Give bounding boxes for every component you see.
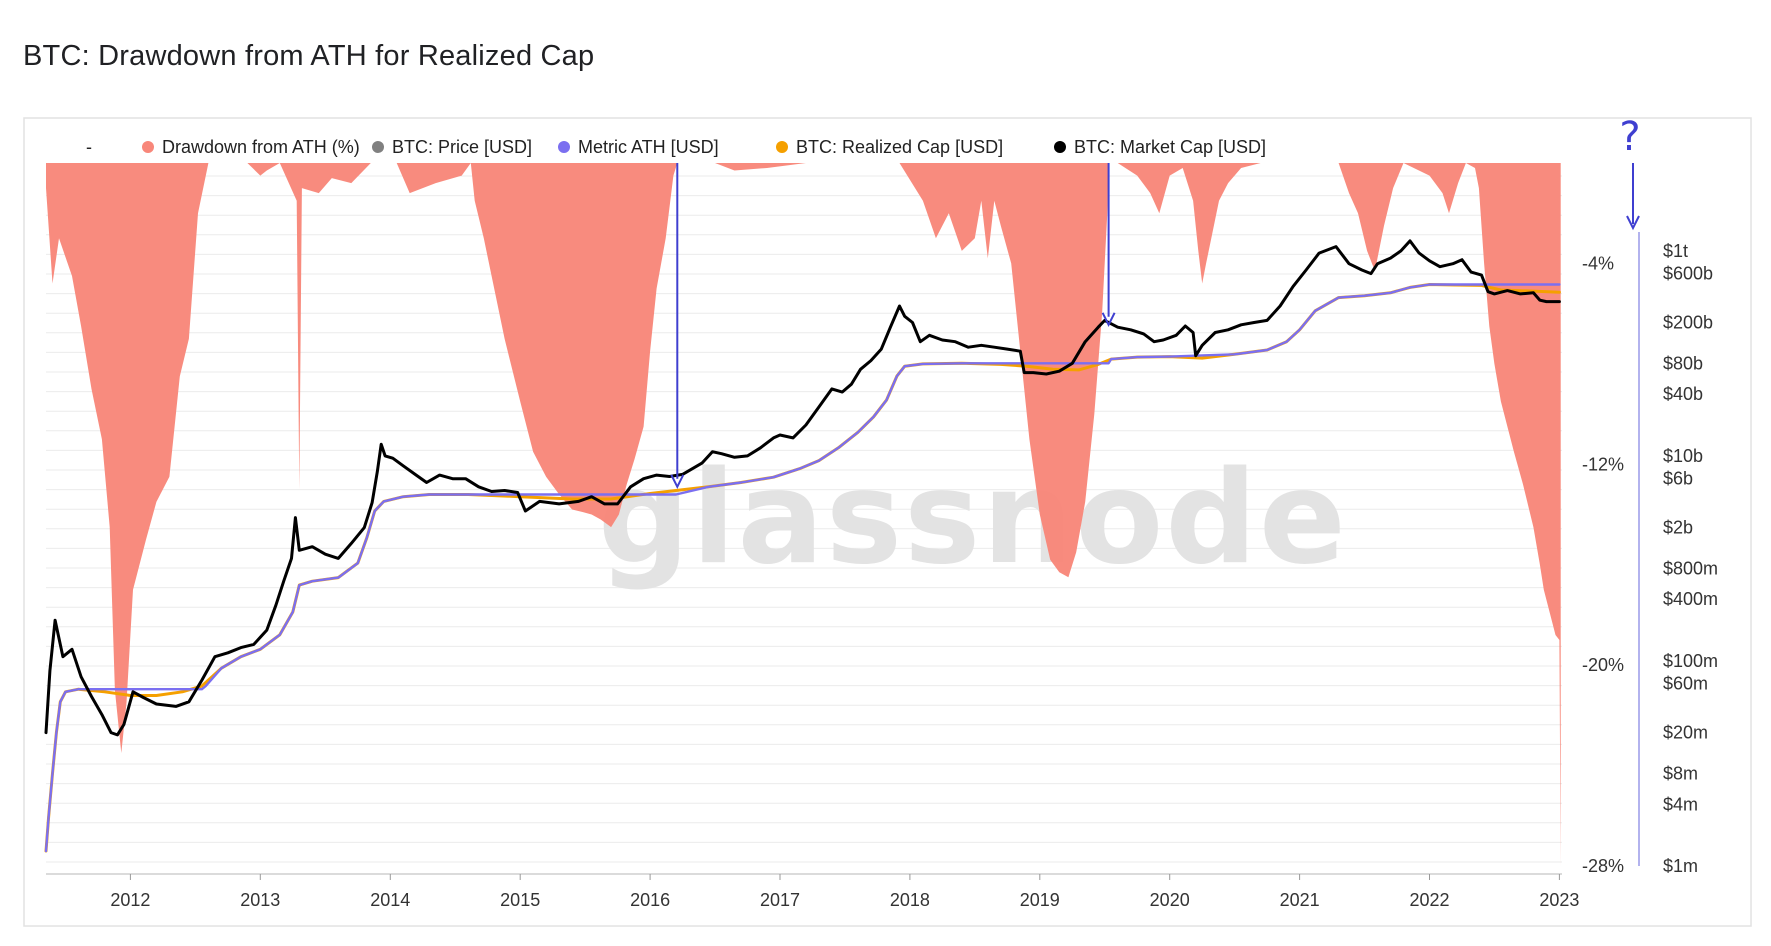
y-right-tick-label: $60m [1663, 674, 1708, 694]
legend-swatch [558, 141, 570, 153]
axes: 2012 2013 2014 2015 2016 2017 2018 2019 2020 2021… [46, 241, 1718, 910]
x-tick-label: 2020 [1150, 890, 1190, 910]
legend-label: BTC: Realized Cap [USD] [796, 137, 1003, 157]
legend-dash: - [86, 137, 92, 157]
annotation-arrowhead-1 [670, 474, 685, 490]
market-cap-line [44, 239, 1561, 737]
y-right-tick-label: $600b [1663, 264, 1713, 284]
x-tick-label: 2012 [110, 890, 150, 910]
legend-item: Metric ATH [USD] [558, 137, 719, 157]
question-mark-annotation: ? [1619, 114, 1640, 160]
y-right-tick-label: $100m [1663, 651, 1718, 671]
y-right-tick-label: $1m [1663, 856, 1698, 876]
legend-item: BTC: Realized Cap [USD] [776, 137, 1003, 157]
y-right-tick-label: $200b [1663, 313, 1713, 333]
legend-item: Drawdown from ATH (%) [142, 137, 360, 157]
y-right-tick-label: $40b [1663, 384, 1703, 404]
legend-label: Drawdown from ATH (%) [162, 137, 360, 157]
annotation-arrows: ? [670, 114, 1641, 866]
y-right-tick-label: $20m [1663, 723, 1708, 743]
legend-label: Metric ATH [USD] [578, 137, 719, 157]
x-tick-label: 2018 [890, 890, 930, 910]
x-tick-label: 2023 [1539, 890, 1579, 910]
legend-swatch [1054, 141, 1066, 153]
y-right-tick-label: $800m [1663, 558, 1718, 578]
question-arrow-head [1626, 215, 1640, 231]
legend-item: BTC: Market Cap [USD] [1054, 137, 1266, 157]
x-tick-label: 2017 [760, 890, 800, 910]
watermark: glassnode [598, 444, 1348, 593]
legend-item: BTC: Price [USD] [372, 137, 532, 157]
legend-swatch [142, 141, 154, 153]
y-right-tick-label: $1t [1663, 241, 1688, 261]
metric-ath-line [44, 283, 1561, 853]
y-right-tick-label: $10b [1663, 446, 1703, 466]
y-right-tick-label: $80b [1663, 353, 1703, 373]
line-series [44, 239, 1561, 853]
y-right-tick-label: $8m [1663, 763, 1698, 783]
y-left-tick-label: -4% [1582, 253, 1614, 273]
y-right-tick-label: $2b [1663, 518, 1693, 538]
legend: - Drawdown from ATH (%) BTC: Price [USD] Me… [86, 137, 1266, 157]
legend-label: BTC: Price [USD] [392, 137, 532, 157]
x-tick-label: 2021 [1280, 890, 1320, 910]
x-tick-label: 2015 [500, 890, 540, 910]
legend-swatch [372, 141, 384, 153]
y-right-tick-label: $400m [1663, 589, 1718, 609]
y-left-tick-label: -28% [1582, 856, 1624, 876]
x-tick-label: 2013 [240, 890, 280, 910]
legend-label: BTC: Market Cap [USD] [1074, 137, 1266, 157]
legend-swatch [776, 141, 788, 153]
y-right-tick-label: $4m [1663, 794, 1698, 814]
watermark-text: glassnode [598, 444, 1348, 593]
chart-title: BTC: Drawdown from ATH for Realized Cap [23, 40, 595, 72]
chart-frame [23, 117, 1752, 927]
annotation-arrowhead-2 [1101, 312, 1116, 328]
y-right-tick-label: $6b [1663, 469, 1693, 489]
x-tick-label: 2014 [370, 890, 410, 910]
x-tick-label: 2022 [1409, 890, 1449, 910]
x-tick-label: 2016 [630, 890, 670, 910]
y-left-tick-label: -12% [1582, 454, 1624, 474]
y-left-tick-label: -20% [1582, 655, 1624, 675]
x-tick-label: 2019 [1020, 890, 1060, 910]
